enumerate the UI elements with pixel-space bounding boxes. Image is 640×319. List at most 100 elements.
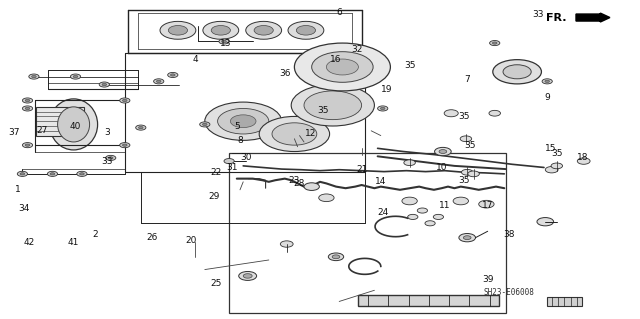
Circle shape bbox=[122, 144, 127, 146]
Circle shape bbox=[31, 75, 36, 78]
Circle shape bbox=[425, 221, 435, 226]
Text: 30: 30 bbox=[241, 153, 252, 162]
Text: 14: 14 bbox=[375, 177, 387, 186]
Circle shape bbox=[328, 253, 344, 261]
Circle shape bbox=[219, 39, 229, 44]
Circle shape bbox=[202, 123, 207, 126]
Text: 21: 21 bbox=[356, 165, 367, 174]
Circle shape bbox=[138, 126, 143, 129]
Text: FR.: FR. bbox=[546, 12, 566, 23]
Text: 8: 8 bbox=[237, 136, 243, 145]
Circle shape bbox=[99, 82, 109, 87]
Text: 36: 36 bbox=[279, 69, 291, 78]
Text: 35: 35 bbox=[458, 176, 470, 185]
FancyArrow shape bbox=[576, 13, 610, 22]
Text: SH23-E06008: SH23-E06008 bbox=[483, 288, 534, 297]
Circle shape bbox=[272, 123, 317, 145]
FancyBboxPatch shape bbox=[547, 297, 582, 306]
Text: 20: 20 bbox=[185, 236, 196, 245]
Text: 5: 5 bbox=[234, 122, 239, 130]
Circle shape bbox=[408, 214, 418, 219]
Circle shape bbox=[160, 21, 196, 39]
Text: 25: 25 bbox=[210, 279, 221, 288]
Circle shape bbox=[404, 160, 415, 166]
Text: 35: 35 bbox=[317, 106, 329, 115]
Circle shape bbox=[25, 99, 30, 102]
Text: 28: 28 bbox=[294, 179, 305, 188]
Circle shape bbox=[288, 21, 324, 39]
Circle shape bbox=[17, 171, 28, 176]
Circle shape bbox=[108, 157, 113, 159]
Text: 26: 26 bbox=[146, 233, 157, 242]
Text: 18: 18 bbox=[577, 153, 588, 162]
Circle shape bbox=[304, 183, 319, 190]
Circle shape bbox=[25, 144, 30, 146]
Text: 9: 9 bbox=[545, 93, 550, 102]
Circle shape bbox=[319, 194, 334, 202]
Circle shape bbox=[70, 74, 81, 79]
Text: 33: 33 bbox=[532, 10, 543, 19]
Text: 22: 22 bbox=[211, 168, 222, 177]
Circle shape bbox=[577, 158, 590, 164]
Text: 12: 12 bbox=[305, 130, 316, 138]
Text: 24: 24 bbox=[377, 208, 388, 217]
Circle shape bbox=[468, 171, 479, 177]
Text: 10: 10 bbox=[436, 163, 447, 172]
Circle shape bbox=[332, 255, 340, 259]
Circle shape bbox=[221, 40, 227, 43]
FancyBboxPatch shape bbox=[358, 295, 499, 306]
Circle shape bbox=[50, 173, 55, 175]
Text: 19: 19 bbox=[381, 85, 393, 94]
Text: 35: 35 bbox=[551, 149, 563, 158]
Circle shape bbox=[106, 155, 116, 160]
Text: 39: 39 bbox=[482, 275, 493, 284]
Circle shape bbox=[444, 110, 458, 117]
Circle shape bbox=[122, 99, 127, 102]
Circle shape bbox=[259, 116, 330, 152]
Text: 35: 35 bbox=[404, 61, 415, 70]
Text: 17: 17 bbox=[482, 201, 493, 210]
Circle shape bbox=[200, 122, 210, 127]
Text: 2: 2 bbox=[92, 230, 97, 239]
Circle shape bbox=[545, 80, 550, 83]
Circle shape bbox=[459, 234, 476, 242]
Circle shape bbox=[243, 274, 252, 278]
Text: 4: 4 bbox=[193, 55, 198, 63]
Circle shape bbox=[417, 208, 428, 213]
Circle shape bbox=[460, 136, 472, 142]
Text: 13: 13 bbox=[220, 39, 231, 48]
Text: 15: 15 bbox=[545, 144, 556, 153]
Circle shape bbox=[102, 83, 107, 86]
Circle shape bbox=[402, 197, 417, 205]
Circle shape bbox=[20, 173, 25, 175]
Circle shape bbox=[205, 102, 282, 140]
Circle shape bbox=[239, 271, 257, 280]
Circle shape bbox=[73, 75, 78, 78]
Circle shape bbox=[25, 107, 30, 110]
Text: 38: 38 bbox=[503, 230, 515, 239]
Circle shape bbox=[22, 143, 33, 148]
Circle shape bbox=[378, 106, 388, 111]
Circle shape bbox=[463, 236, 471, 240]
Circle shape bbox=[280, 241, 293, 247]
Circle shape bbox=[489, 110, 500, 116]
Circle shape bbox=[230, 115, 256, 128]
Circle shape bbox=[551, 163, 563, 169]
Circle shape bbox=[168, 26, 188, 35]
Circle shape bbox=[246, 21, 282, 39]
Text: 35: 35 bbox=[465, 141, 476, 150]
Circle shape bbox=[120, 143, 130, 148]
Circle shape bbox=[254, 26, 273, 35]
Circle shape bbox=[545, 167, 558, 173]
Circle shape bbox=[22, 98, 33, 103]
Circle shape bbox=[493, 60, 541, 84]
Circle shape bbox=[136, 125, 146, 130]
Text: 6: 6 bbox=[337, 8, 342, 17]
Ellipse shape bbox=[58, 107, 90, 142]
Circle shape bbox=[492, 42, 497, 44]
Circle shape bbox=[439, 150, 447, 153]
Circle shape bbox=[503, 65, 531, 79]
FancyBboxPatch shape bbox=[36, 107, 84, 136]
Circle shape bbox=[435, 147, 451, 156]
Text: 32: 32 bbox=[351, 45, 363, 54]
